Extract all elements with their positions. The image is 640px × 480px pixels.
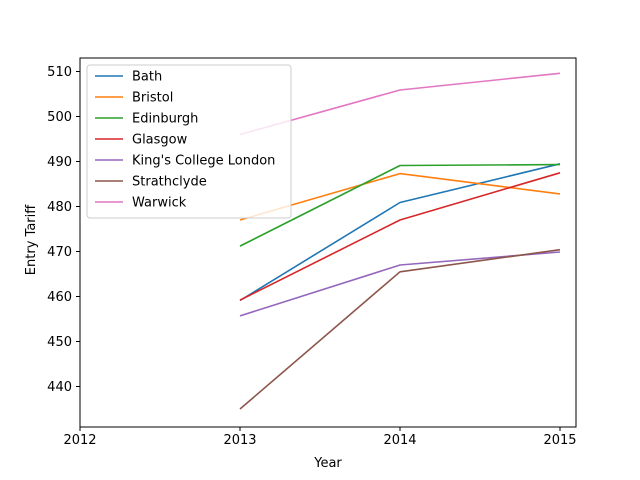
y-tick-label: 480 [47, 200, 72, 215]
series-line-strathclyde [239, 248, 561, 410]
x-tick-label: 2015 [543, 433, 576, 448]
legend-label: Bath [132, 70, 162, 85]
series-line-edinburgh [239, 163, 561, 247]
series-line-glasgow [239, 172, 561, 301]
x-tick-label: 2014 [383, 433, 416, 448]
y-tick-label: 460 [47, 290, 72, 305]
legend-label: Warwick [132, 196, 187, 211]
legend: Bath Bristol Edinburgh Glasgow King's Colleg… [86, 64, 292, 219]
legend-label: Edinburgh [132, 112, 198, 127]
y-tick-label: 450 [47, 335, 72, 350]
legend-label: Strathclyde [132, 175, 207, 190]
series-line-warwick [239, 72, 561, 136]
x-axis-label: Year [313, 456, 342, 471]
legend-label: Bristol [132, 91, 173, 106]
x-axis: 2012 2013 2014 2015 [63, 427, 577, 448]
x-tick-label: 2012 [63, 433, 96, 448]
x-tick-label: 2013 [223, 433, 256, 448]
y-axis: 440 450 460 470 480 490 500 510 [47, 65, 80, 395]
y-tick-label: 440 [47, 380, 72, 395]
legend-box [86, 64, 292, 219]
legend-label: King's College London [132, 154, 275, 169]
axes-frame [79, 57, 577, 428]
series-line-king-s-college-london [239, 251, 561, 317]
series-line-bath [239, 163, 561, 302]
series-line-bristol [239, 172, 561, 221]
legend-label: Glasgow [132, 133, 188, 148]
y-tick-label: 510 [47, 65, 72, 80]
y-axis-label: Entry Tariff [24, 204, 39, 275]
y-tick-label: 500 [47, 110, 72, 125]
y-tick-label: 470 [47, 245, 72, 260]
y-tick-label: 490 [47, 155, 72, 170]
plot-lines [239, 72, 561, 410]
